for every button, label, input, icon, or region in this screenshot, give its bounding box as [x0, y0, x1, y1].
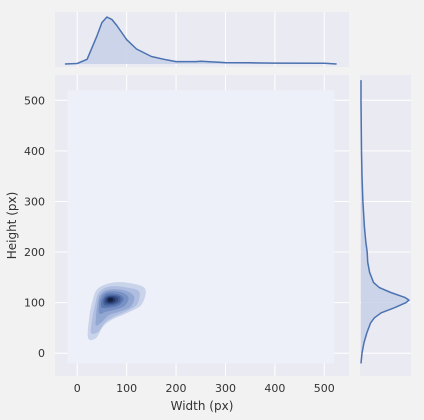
kde-contours: [87, 282, 146, 341]
y-tick-label: 400: [24, 145, 45, 158]
y-tick-labels: 0 100 200 300 400 500: [24, 94, 45, 360]
y-tick-label: 500: [24, 94, 45, 107]
marginal-y-panel: [360, 75, 411, 376]
y-tick-label: 0: [38, 347, 45, 360]
marginal-x-panel: [55, 12, 349, 67]
y-tick-label: 200: [24, 246, 45, 259]
x-tick-labels: 0 100 200 300 400 500: [74, 382, 335, 395]
x-tick-label: 400: [264, 382, 285, 395]
marginal-y-density-line: [360, 80, 410, 364]
joint-plot-panel: 0 100 200 300 400 500 0 100 200 300 400 500 Width …: [5, 75, 349, 413]
x-tick-label: 100: [116, 382, 137, 395]
kde-contour-level-9: [107, 297, 114, 302]
marginal-y-density-fill: [361, 80, 409, 364]
y-axis-label: Height (px): [5, 192, 19, 260]
y-tick-label: 100: [24, 297, 45, 310]
x-tick-label: 500: [314, 382, 335, 395]
marginal-x-density-fill: [64, 17, 337, 64]
marginal-x-density-line: [64, 16, 337, 65]
x-tick-label: 0: [74, 382, 81, 395]
y-tick-label: 300: [24, 195, 45, 208]
x-tick-label: 300: [215, 382, 236, 395]
x-tick-label: 200: [166, 382, 187, 395]
x-axis-label: Width (px): [171, 399, 234, 413]
